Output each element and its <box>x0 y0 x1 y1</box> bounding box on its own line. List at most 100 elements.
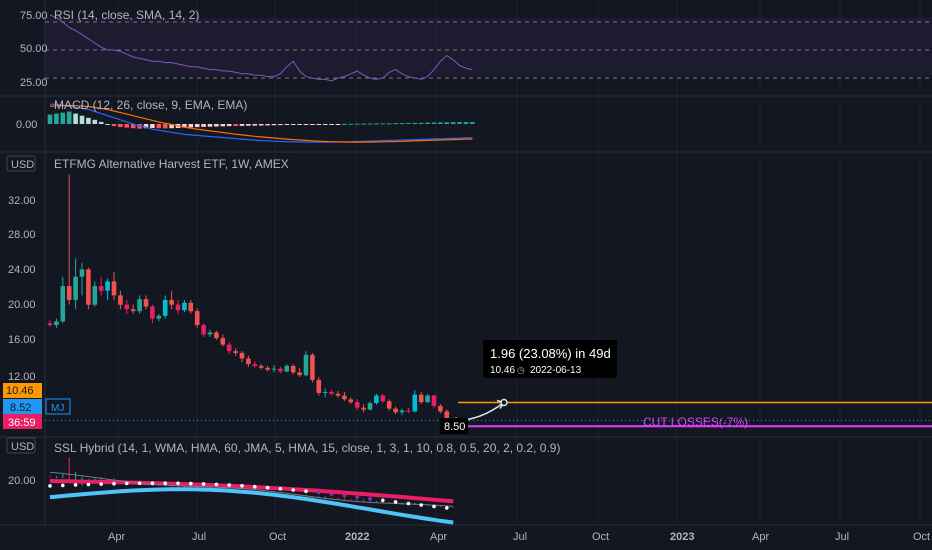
macd-hist-bar <box>265 124 270 126</box>
macd-hist-bar <box>271 124 277 126</box>
rsi-tick: 75.00 <box>20 10 48 22</box>
time-tick: Oct <box>269 531 286 543</box>
macd-hist-bar <box>297 124 302 125</box>
macd-hist-bar <box>322 124 328 125</box>
time-tick: Apr <box>108 531 125 543</box>
ssl-dot <box>419 503 424 507</box>
time-tick: Apr <box>752 531 769 543</box>
price-pane[interactable]: CUT LOSSES(-7%) 1.96 (23.08%) in 49d 10.… <box>45 157 932 434</box>
currency-badge[interactable] <box>6 437 36 454</box>
macd-hist-bar <box>143 124 149 129</box>
ssl-dot <box>355 495 360 499</box>
macd-hist-bar <box>130 124 136 129</box>
candle-body <box>431 395 437 406</box>
candle-body <box>361 407 366 410</box>
currency-badge[interactable] <box>6 155 36 172</box>
time-tick: 2022 <box>345 531 369 543</box>
rsi-label[interactable]: RSI (14, close, SMA, 14, 2) <box>54 8 199 22</box>
candle-body <box>143 299 149 307</box>
ssl-label[interactable]: SSL Hybrid (14, 1, WMA, HMA, 60, JMA, 5,… <box>54 441 560 455</box>
candle-body <box>399 410 405 413</box>
ssl-lower-channel <box>49 487 454 525</box>
macd-hist-bar <box>124 124 130 128</box>
candle-body <box>444 411 450 420</box>
symbol-badge[interactable] <box>45 398 71 415</box>
candle-body <box>438 405 443 412</box>
macd-signal-line <box>49 104 473 143</box>
candle-body <box>329 391 334 394</box>
symbol-badge-text: MJ <box>51 403 64 414</box>
macd-tick: 0.00 <box>16 119 37 131</box>
candle-body <box>130 309 136 312</box>
candle-body <box>335 393 341 396</box>
macd-hist-bar <box>450 122 456 124</box>
macd-hist-bar <box>60 112 66 124</box>
candle-body <box>156 315 162 319</box>
time-axis[interactable]: Apr Jul Oct 2022 Apr Jul Oct 2023 Apr Ju… <box>108 531 930 543</box>
macd-hist-bar <box>386 123 392 125</box>
macd-hist-bar <box>290 124 296 125</box>
time-tick: Apr <box>430 531 447 543</box>
macd-hist-bar <box>431 122 437 124</box>
projection-box[interactable]: 1.96 (23.08%) in 49d 10.46 ◷ 2022-06-13 <box>483 340 617 378</box>
candle-body <box>226 344 232 352</box>
macd-hist-bar <box>412 122 418 124</box>
ssl-dot <box>432 504 436 509</box>
macd-hist-bar <box>406 123 411 124</box>
price-tick: 20.00 <box>8 299 36 311</box>
ssl-dot <box>304 489 308 494</box>
price-tick: 16.00 <box>8 334 36 346</box>
macd-hist-bar <box>79 115 85 124</box>
candle-body <box>380 395 386 402</box>
price-tick: 12.00 <box>8 371 36 383</box>
candlesticks <box>47 174 456 422</box>
macd-pane[interactable]: MACD (12, 26, close, 9, EMA, EMA) <box>47 98 475 143</box>
candle-body <box>354 402 360 408</box>
ssl-dot <box>137 481 142 486</box>
macd-hist-bar <box>278 124 283 126</box>
currency-label: USD <box>11 441 34 453</box>
rsi-pane[interactable]: RSI (14, close, SMA, 14, 2) <box>45 8 932 82</box>
candle-body <box>118 295 123 305</box>
candle-body <box>367 403 373 410</box>
macd-hist-bar <box>105 124 110 125</box>
macd-hist-bar <box>470 122 475 124</box>
ssl-pane[interactable]: SSL Hybrid (14, 1, WMA, HMA, 60, JMA, 5,… <box>48 441 560 525</box>
ssl-dot <box>445 506 449 510</box>
ssl-dot <box>214 482 219 487</box>
candle-body <box>342 395 347 400</box>
ssl-dot <box>406 501 411 506</box>
candle-body <box>303 354 309 376</box>
macd-label[interactable]: MACD (12, 26, close, 9, EMA, EMA) <box>54 98 247 112</box>
candle-body <box>246 358 251 365</box>
projection-price-text: 10.46 <box>490 365 515 376</box>
candle-body <box>258 365 264 368</box>
rsi-tick: 50.00 <box>20 43 48 55</box>
candle-body <box>297 372 302 376</box>
ssl-dot <box>381 498 385 503</box>
target-price-badge[interactable] <box>3 383 42 398</box>
macd-hist-bar <box>66 111 72 124</box>
ssl-dot <box>61 483 65 488</box>
macd-hist-bar <box>418 122 424 124</box>
macd-hist-bar <box>54 113 59 124</box>
projection-box-bg <box>483 340 617 378</box>
last-price-badge[interactable] <box>3 399 42 414</box>
low-price-tag[interactable]: 8.50 <box>440 418 468 434</box>
rsi-line <box>49 14 473 82</box>
macd-hist-bar <box>156 124 162 129</box>
candle-body <box>73 276 78 300</box>
candle-body <box>239 352 245 359</box>
price-axis[interactable]: 75.00 50.00 25.00 0.00 USD 32.00 28.00 2… <box>3 10 71 487</box>
candle-body <box>182 302 187 311</box>
low-price-tag-bg <box>440 418 468 434</box>
ssl-baseline <box>49 479 454 504</box>
rsi-band-fill <box>45 18 932 76</box>
candle-body <box>220 338 226 345</box>
price-series-label[interactable]: ETFMG Alternative Harvest ETF, 1W, AMEX <box>54 157 289 171</box>
projection-end-point[interactable] <box>500 398 508 407</box>
macd-hist-bar <box>303 124 309 125</box>
ssl-tick: 20.00 <box>8 475 36 487</box>
candle-body <box>233 351 238 353</box>
